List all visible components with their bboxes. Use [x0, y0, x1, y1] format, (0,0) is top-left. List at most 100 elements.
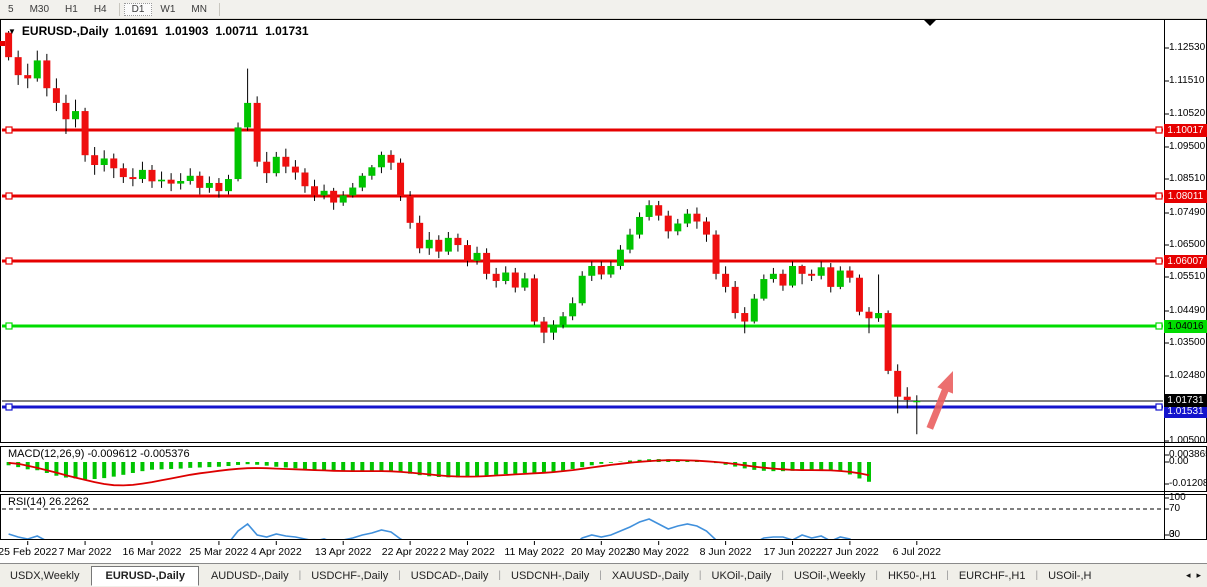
- candle-body: [855, 277, 863, 312]
- timeframe-button-W1[interactable]: W1: [160, 3, 176, 15]
- tab-separator: |: [498, 570, 502, 581]
- tab-separator: |: [946, 570, 949, 581]
- current-price-badge[interactable]: 1.01731: [1164, 393, 1207, 407]
- timeframe-button-H4[interactable]: H4: [93, 3, 107, 15]
- price-tick-1.10520: 1.10520: [1169, 108, 1206, 119]
- candle-body: [511, 272, 519, 288]
- hline-handle[interactable]: [5, 322, 13, 330]
- candle-body: [129, 177, 137, 180]
- hline-handle[interactable]: [5, 257, 13, 265]
- price-badge-1.06007[interactable]: 1.06007: [1164, 254, 1207, 268]
- date-label-75: 8 Jun 2022: [699, 546, 752, 558]
- macd-tick-0.00: 0.00: [1169, 456, 1189, 467]
- candle-body: [645, 205, 653, 217]
- arrow-shaft: [926, 387, 950, 430]
- price-badge-1.08011[interactable]: 1.08011: [1164, 189, 1207, 203]
- price-tick-1.02480: 1.02480: [1169, 370, 1206, 381]
- candle-body: [569, 303, 577, 317]
- tab-separator: |: [298, 570, 302, 581]
- tab-ukoil-daily[interactable]: UKOil-,Daily: [711, 569, 772, 582]
- candle-body: [358, 175, 366, 188]
- tab-audusd-daily[interactable]: AUDUSD-,Daily: [210, 569, 289, 582]
- candle-body: [597, 265, 605, 275]
- candle-body: [291, 166, 299, 173]
- price-tick-1.00500: 1.00500: [1169, 435, 1206, 446]
- price-badge-1.10017[interactable]: 1.10017: [1164, 123, 1207, 137]
- timeframe-button-MN[interactable]: MN: [191, 3, 207, 15]
- candle-body: [253, 102, 261, 162]
- candle-body: [339, 195, 347, 203]
- chart-title: ▼ EURUSD-,Daily 1.01691 1.01903 1.00711 …: [8, 24, 309, 38]
- hline-handle[interactable]: [1155, 322, 1163, 330]
- date-label-48: 2 May 2022: [440, 546, 495, 558]
- main-chart-panel: [0, 19, 1207, 443]
- timeframe-button-M30[interactable]: M30: [29, 3, 50, 15]
- tab-separator: |: [781, 570, 785, 581]
- candle-body: [626, 234, 634, 250]
- hline-handle[interactable]: [1155, 126, 1163, 134]
- candle-body: [196, 175, 204, 188]
- candle-body: [483, 252, 491, 274]
- macd-indicator-label: MACD(12,26,9) -0.009612 -0.005376: [8, 448, 190, 460]
- tab-usoil-weekly[interactable]: USOil-,Weekly: [794, 569, 866, 582]
- hline-handle[interactable]: [5, 192, 13, 200]
- candle-body: [540, 321, 548, 333]
- candle-body: [377, 154, 385, 168]
- tab-scroll-right-icon[interactable]: ▸: [1196, 570, 1201, 580]
- rsi-tick-0: 0: [1169, 529, 1175, 540]
- timeframe-button-D1[interactable]: D1: [123, 2, 153, 16]
- macd-tick--0.01208: -0.01208: [1169, 478, 1207, 489]
- tab-xauusd-daily[interactable]: XAUUSD-,Daily: [611, 569, 689, 582]
- date-label-68: 30 May 2022: [628, 546, 690, 558]
- candle-body: [683, 213, 691, 224]
- hline-handle[interactable]: [5, 126, 13, 134]
- timeframe-button-H1[interactable]: H1: [65, 3, 78, 15]
- tab-usdcad-daily[interactable]: USDCAD-,Daily: [410, 569, 489, 582]
- tab-eurusd-daily[interactable]: EURUSD-,Daily: [91, 565, 199, 586]
- price-tick-1.09500: 1.09500: [1169, 141, 1206, 152]
- hline-handle[interactable]: [1155, 403, 1163, 411]
- candle-body: [731, 286, 739, 314]
- price-badge-1.04016[interactable]: 1.04016: [1164, 319, 1207, 333]
- candle-body: [502, 272, 510, 282]
- candle-body: [205, 182, 213, 188]
- candle-body: [817, 267, 825, 276]
- arrow-head: [937, 371, 954, 394]
- hline-handle[interactable]: [1155, 257, 1163, 265]
- price-tick-1.04490: 1.04490: [1169, 305, 1206, 316]
- candle-body: [158, 179, 166, 182]
- candle-body: [138, 169, 146, 180]
- candle-body: [454, 237, 462, 246]
- tab-eurchf-h1[interactable]: EURCHF-,H1: [958, 569, 1026, 582]
- candle-body: [5, 32, 13, 58]
- hline-handle[interactable]: [1155, 192, 1163, 200]
- quote-high: 1.01903: [165, 24, 209, 38]
- candle-body: [722, 273, 730, 287]
- candle-body: [865, 311, 873, 319]
- candle-body: [655, 205, 663, 216]
- candle-body: [167, 179, 175, 184]
- tab-hk50-h1[interactable]: HK50-,H1: [887, 569, 937, 582]
- tab-usdcnh-daily[interactable]: USDCNH-,Daily: [511, 569, 590, 582]
- trend-arrow-annotation[interactable]: [922, 368, 961, 432]
- date-label-95: 6 Jul 2022: [892, 546, 942, 558]
- quote-low: 1.00711: [215, 24, 259, 38]
- date-label-88: 27 Jun 2022: [820, 546, 879, 558]
- price-badge-1.01531[interactable]: 1.01531: [1164, 404, 1207, 418]
- timeframe-button-5[interactable]: 5: [8, 3, 14, 15]
- tab-usoil-h[interactable]: USOil-,H: [1048, 569, 1092, 582]
- candle-body: [702, 221, 710, 235]
- symbol-dropdown-icon[interactable]: ▼: [8, 26, 16, 36]
- tab-separator: |: [599, 570, 602, 581]
- chart-shift-marker-icon[interactable]: [924, 20, 936, 26]
- macd-panel: [0, 446, 1207, 492]
- candle-body: [100, 158, 108, 165]
- tab-usdx-weekly[interactable]: USDX,Weekly: [10, 569, 80, 582]
- tab-scroll-left-icon[interactable]: ◂: [1185, 570, 1191, 580]
- hline-handle[interactable]: [5, 403, 13, 411]
- candle-body: [521, 278, 529, 288]
- candle-body: [530, 278, 538, 322]
- tab-usdchf-daily[interactable]: USDCHF-,Daily: [311, 569, 389, 582]
- candle-body: [177, 181, 185, 184]
